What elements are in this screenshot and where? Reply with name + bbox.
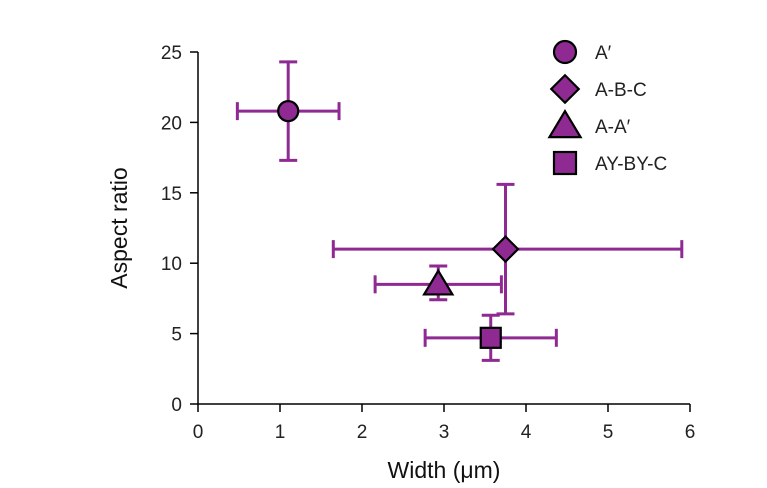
y-tick-label: 20 <box>161 113 182 134</box>
legend-item: A-A′ <box>547 109 631 139</box>
legend-item: A-B-C <box>549 73 647 105</box>
y-tick-label: 0 <box>171 395 182 416</box>
x-tick-label: 1 <box>275 422 286 443</box>
legend-label: AY-BY-C <box>595 154 667 175</box>
x-tick-label: 6 <box>685 422 696 443</box>
y-axis-title: Aspect ratio <box>106 167 132 288</box>
x-axis-title: Width (μm) <box>388 457 501 483</box>
x-tick-label: 4 <box>521 422 532 443</box>
data-markers <box>277 100 520 349</box>
y-axis-ticks: 0 5 10 15 20 25 <box>161 43 198 416</box>
legend-marker-triangle <box>547 109 583 139</box>
data-point-square <box>479 326 502 349</box>
legend-item: AY-BY-C <box>552 150 667 176</box>
x-tick-label: 3 <box>439 422 450 443</box>
legend-label: A′ <box>595 43 612 64</box>
legend-label: A-B-C <box>595 80 647 101</box>
data-point-diamond <box>491 235 520 264</box>
legend: A′ A-B-C A-A′ AY-BY-C <box>547 39 667 176</box>
y-tick-label: 15 <box>161 184 182 205</box>
legend-item: A′ <box>552 39 612 65</box>
x-tick-label: 2 <box>357 422 368 443</box>
legend-marker-diamond <box>549 73 581 105</box>
plot-area: 0 1 2 3 4 5 6 0 5 10 15 20 25 <box>161 43 695 443</box>
legend-marker-square <box>552 150 578 176</box>
data-point-triangle <box>422 268 455 296</box>
x-tick-label: 0 <box>193 422 204 443</box>
error-bars <box>235 60 684 362</box>
x-tick-label: 5 <box>603 422 614 443</box>
y-tick-label: 5 <box>171 325 182 346</box>
data-point-circle <box>277 100 300 123</box>
y-tick-label: 25 <box>161 43 182 64</box>
y-tick-label: 10 <box>161 254 182 275</box>
x-axis-ticks: 0 1 2 3 4 5 6 <box>193 404 696 443</box>
legend-marker-circle <box>552 39 578 65</box>
legend-label: A-A′ <box>595 117 631 138</box>
